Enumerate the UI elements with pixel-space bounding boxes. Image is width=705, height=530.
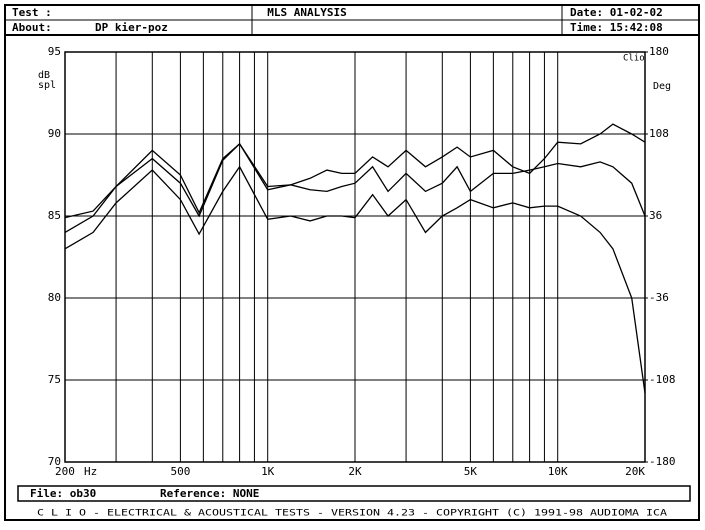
chart-title: MLS ANALYSIS [267, 6, 346, 19]
y-tick-label: 90 [48, 127, 61, 140]
series-line [64, 165, 646, 394]
credits: C L I O - ELECTRICAL & ACOUSTICAL TESTS … [37, 509, 668, 519]
y-label: spl [38, 80, 56, 91]
x-tick-label: 1K [261, 465, 275, 478]
y2-label: Deg [653, 81, 671, 92]
x-tick-label: 2K [348, 465, 362, 478]
y-label: dB [38, 70, 50, 81]
x-tick-label: 200 [55, 465, 75, 478]
y-tick-label: 85 [48, 209, 61, 222]
test-label: Test : [12, 6, 52, 19]
y2-tick-label: 180 [649, 45, 669, 58]
x-unit: Hz [84, 465, 97, 478]
y-tick-label: 70 [48, 455, 61, 468]
file-box [17, 485, 691, 502]
x-tick-label: 20K [625, 465, 645, 478]
about-value: DP kier-poz [95, 21, 168, 34]
y-tick-label: 95 [48, 45, 61, 58]
y2-tick-label: -36 [649, 291, 669, 304]
y2-tick-label: -108 [649, 373, 676, 386]
x-tick-label: 10K [548, 465, 568, 478]
x-tick-label: 5K [464, 465, 478, 478]
frame [4, 4, 700, 521]
brand: Clio [623, 54, 645, 64]
reference: Reference: NONE [160, 487, 259, 500]
y2-tick-label: 108 [649, 127, 669, 140]
y2-tick-label: 36 [649, 209, 662, 222]
y-tick-label: 80 [48, 291, 61, 304]
about-label: About: [12, 21, 52, 34]
date: Date: 01-02-02 [570, 6, 663, 19]
series-line [64, 142, 646, 233]
time: Time: 15:42:08 [570, 21, 663, 34]
series-line [64, 123, 646, 219]
y2-tick-label: -180 [649, 455, 676, 468]
y-tick-label: 75 [48, 373, 61, 386]
file: File: ob30 [30, 487, 96, 500]
x-tick-label: 500 [170, 465, 190, 478]
